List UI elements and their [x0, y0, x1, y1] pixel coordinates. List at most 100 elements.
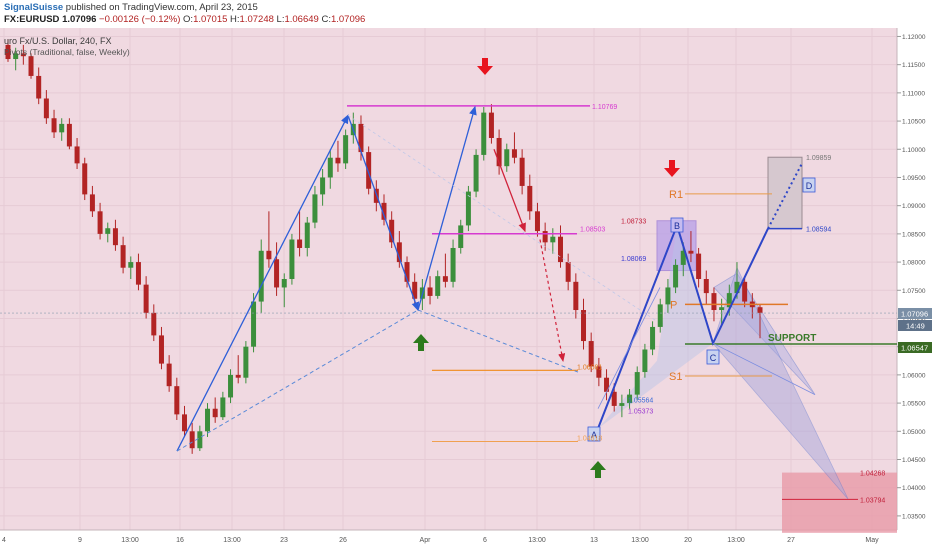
- candle-body: [28, 56, 34, 76]
- abcd-pattern-line: [597, 222, 769, 429]
- time-tick-label: May: [865, 537, 879, 544]
- current-price-badge: [898, 308, 932, 319]
- candle-body: [657, 304, 663, 327]
- candle-body: [534, 211, 540, 232]
- chart-area[interactable]: A B C D 1.10769 1.08503 1.08733 1.08069 1.06081 1…: [0, 28, 932, 550]
- red-leg-1: [493, 149, 526, 233]
- leg-dashed-base: [176, 309, 419, 452]
- publisher-link[interactable]: SignalSuisse: [4, 2, 64, 13]
- point-b-label: B: [674, 221, 680, 231]
- price-tick-label: 1.05500: [902, 401, 926, 408]
- candle-body: [435, 276, 441, 296]
- candle-body: [174, 386, 180, 415]
- candle-body: [488, 112, 494, 138]
- price-tick-label: 1.05000: [902, 429, 926, 436]
- candle-body: [135, 262, 141, 285]
- candle-body: [412, 281, 418, 299]
- buy-arrow-icon-a: [590, 461, 606, 478]
- level-label-104268: 1.04268: [860, 471, 885, 478]
- chart-header: SignalSuisse published on TradingView.co…: [0, 0, 932, 28]
- candle-body: [20, 53, 26, 57]
- candle-body: [82, 163, 88, 195]
- time-tick-label: 6: [483, 537, 487, 544]
- candle-body: [703, 279, 709, 294]
- candle-body: [143, 284, 149, 313]
- level-label-103794: 1.03794: [860, 497, 885, 504]
- pivot-p-label: P: [670, 299, 677, 311]
- candle-body: [228, 374, 234, 398]
- point-d-box: [802, 177, 816, 193]
- candle-body: [711, 293, 717, 311]
- price-tick-label: 1.03500: [902, 513, 926, 520]
- candle-body: [465, 191, 471, 226]
- candle-body: [619, 403, 625, 406]
- countdown-badge: [898, 320, 932, 331]
- candle-body: [220, 397, 226, 418]
- time-tick-label: 23: [280, 537, 288, 544]
- price-tick-label: 1.11000: [902, 90, 925, 97]
- candle-body: [205, 408, 211, 432]
- leg-faint-line: [347, 115, 658, 322]
- current-price-label: 1.07096: [901, 310, 928, 319]
- candle-body: [634, 372, 640, 395]
- candle-body: [680, 250, 686, 265]
- pattern-fill-left: [598, 225, 713, 429]
- candle-body: [688, 250, 694, 254]
- candle-body: [696, 253, 702, 279]
- time-tick-label: 27: [787, 537, 795, 544]
- candle-body: [527, 185, 533, 212]
- candle-body: [251, 301, 257, 347]
- candle-body: [89, 194, 95, 212]
- last-price: 1.07096: [62, 14, 97, 25]
- candle-body: [542, 231, 548, 243]
- time-tick-label: 13:00: [631, 537, 649, 544]
- level-label-110769: 1.10769: [592, 104, 617, 111]
- candle-body: [550, 236, 556, 243]
- symbol-label: FX:EURUSD: [4, 14, 60, 25]
- candle-body: [458, 225, 464, 248]
- time-tick-label: 13:00: [121, 537, 139, 544]
- price-tick-label: 1.10500: [902, 119, 926, 126]
- leg-up-1: [176, 114, 349, 452]
- candle-body: [36, 75, 42, 99]
- time-axis-background: [0, 530, 932, 550]
- candle-body: [43, 98, 49, 119]
- candle-body: [627, 394, 633, 404]
- candle-body: [66, 123, 72, 147]
- candle-body: [189, 431, 195, 449]
- candle-body: [481, 112, 487, 155]
- point-c-box: [706, 349, 720, 365]
- candle-body: [166, 363, 172, 387]
- leg-dashed-mid: [417, 309, 579, 373]
- price-tick-label: 1.09000: [902, 203, 926, 210]
- abcd-projection-line: [767, 162, 803, 230]
- candle-body: [13, 53, 19, 60]
- point-d-label: D: [806, 181, 813, 191]
- pivot-s1-label: S1: [669, 371, 682, 383]
- ohlc-line: FX:EURUSD 1.07096 −0.00126 (−0.12%) O:1.…: [4, 14, 365, 26]
- price-chart[interactable]: A B C D 1.10769 1.08503 1.08733 1.08069 1.06081 1…: [0, 28, 932, 550]
- close-value: 1.07096: [330, 14, 366, 25]
- point-c-label: C: [710, 353, 717, 363]
- candle-body: [297, 239, 303, 248]
- candle-body: [604, 377, 610, 392]
- indicator-label: Pivots (Traditional, false, Weekly): [4, 47, 130, 57]
- candle-body: [289, 239, 295, 279]
- time-tick-label: 26: [339, 537, 347, 544]
- candle-body: [128, 262, 134, 268]
- candle-body: [181, 414, 187, 432]
- level-label-108503: 1.08503: [580, 227, 605, 234]
- candle-body: [396, 242, 402, 263]
- candle-body: [151, 312, 157, 336]
- candle-body: [358, 123, 364, 153]
- candle-body: [511, 149, 517, 158]
- time-tick-label: 13: [590, 537, 598, 544]
- time-tick-label: 4: [2, 537, 6, 544]
- candle-body: [450, 247, 456, 282]
- level-label-106081: 1.06081: [577, 364, 602, 371]
- level-label-109859: 1.09859: [806, 155, 831, 162]
- candle-body: [281, 279, 287, 288]
- annotations: [0, 58, 897, 500]
- candle-body: [235, 374, 241, 378]
- candle-body: [258, 250, 264, 302]
